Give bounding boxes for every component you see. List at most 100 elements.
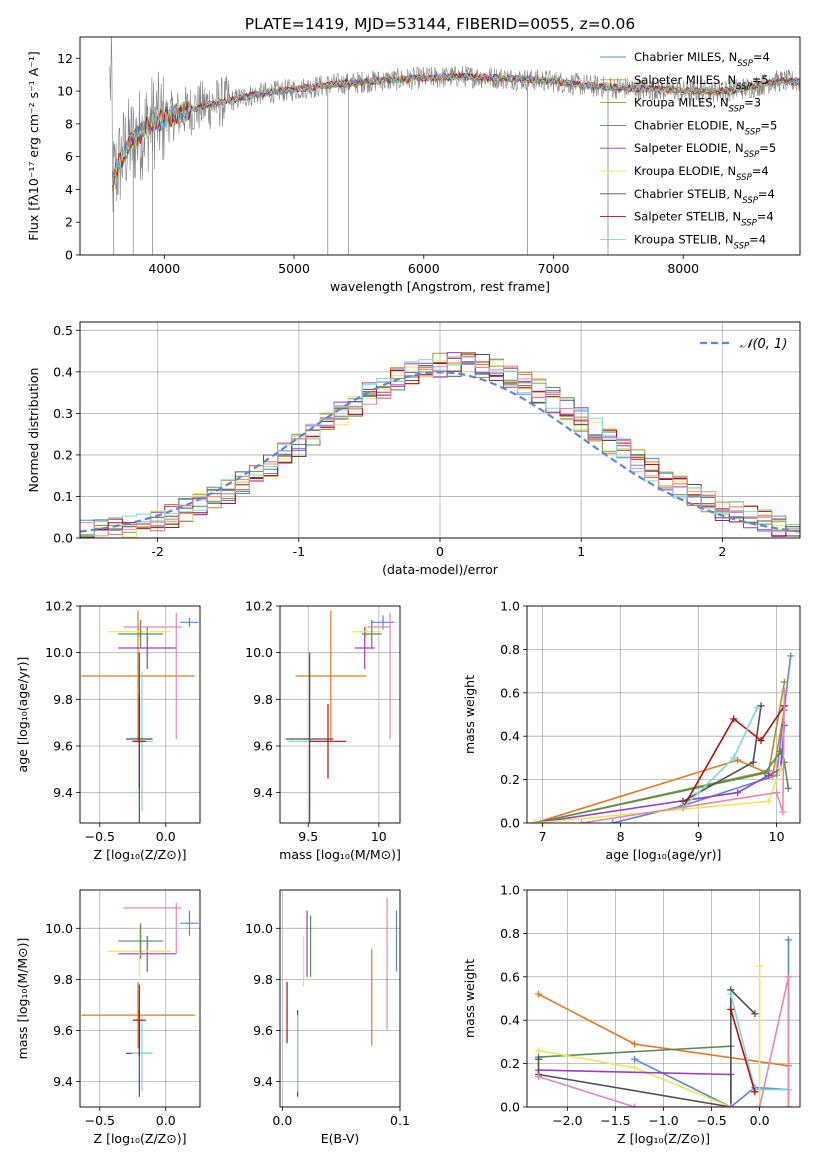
y-tick-label: 9.8: [253, 692, 273, 707]
weight-line: [730, 1009, 756, 1093]
weight-line: [534, 681, 786, 823]
weight-marker: [631, 1055, 639, 1063]
y-tick-label: 0.4: [53, 364, 73, 379]
legend-entry: Salpeter MILES, NSSP=5: [634, 73, 769, 92]
y-tick-label: 0.4: [500, 729, 520, 744]
weight-marker: [780, 758, 788, 766]
x-tick-label: 1: [577, 544, 585, 559]
weight-marker: [761, 769, 769, 777]
weight-marker: [749, 758, 757, 766]
weight-marker: [727, 1005, 735, 1013]
weight-marker: [773, 789, 781, 797]
x-tick-label: −1.5: [600, 1113, 630, 1128]
weight-line: [534, 725, 786, 823]
x-tick-label: 0.0: [156, 829, 176, 844]
x-axis-label: Z [log₁₀(Z/Z⊙)]: [94, 1131, 187, 1146]
weight-marker: [535, 1055, 543, 1063]
y-tick-label: 1.0: [500, 883, 520, 898]
weight-marker: [784, 784, 792, 792]
x-axis-label: Z [log₁₀(Z/Z⊙)]: [94, 847, 187, 862]
y-tick-label: 12: [57, 51, 73, 66]
x-tick-label: −0.5: [85, 829, 115, 844]
x-tick-label: −1.0: [648, 1113, 678, 1128]
y-tick-label: 0.0: [53, 531, 73, 546]
legend-entry: Chabrier MILES, NSSP=4: [634, 50, 770, 69]
plot-area: [80, 322, 800, 538]
x-axis-label: age [log₁₀(age/yr)]: [606, 847, 722, 862]
y-tick-label: 10.2: [45, 599, 73, 614]
y-tick-label: 10.0: [245, 645, 273, 660]
histogram-step: [80, 352, 800, 537]
x-axis-label: Z [log₁₀(Z/Z⊙)]: [617, 1131, 710, 1146]
axes-frame: [279, 889, 401, 1108]
y-tick-label: 10.0: [45, 921, 73, 936]
legend-entry: Kroupa STELIB, NSSP=4: [634, 232, 766, 251]
weight-line: [538, 976, 790, 1107]
y-tick-label: 4: [65, 182, 73, 197]
weight-marker: [779, 808, 787, 816]
weight-marker: [734, 789, 742, 797]
x-axis-label: mass [log₁₀(M/M⊙)]: [279, 847, 401, 862]
y-tick-label: 10.0: [45, 645, 73, 660]
y-tick-label: 10.0: [245, 921, 273, 936]
y-tick-label: 0.3: [53, 406, 73, 421]
legend: Chabrier MILES, NSSP=4 Salpeter MILES, NS…: [600, 50, 777, 251]
y-tick-label: 9.8: [53, 692, 73, 707]
panel-residuals: -2 -1 0 1 2 0.0 0.1 0.2 0.3 0.4 0.5 (data-model)/er…: [26, 321, 801, 577]
panel-weight-vs-Z: −2.0 −1.5 −1.0 −0.5 0.0 0.0 0.2 0.4 0.6 0.8 1.0 Z […: [462, 883, 801, 1146]
y-tick-label: 6: [65, 149, 73, 164]
weight-marker: [679, 797, 687, 805]
weight-line: [634, 939, 790, 1107]
weight-marker: [535, 1073, 543, 1081]
x-tick-label: 4000: [148, 261, 180, 276]
weight-marker: [631, 1040, 639, 1048]
histogram-step: [80, 356, 800, 537]
y-tick-label: 0.2: [500, 1056, 520, 1071]
y-tick-label: 9.4: [53, 785, 73, 800]
y-tick-label: 9.4: [53, 1074, 73, 1089]
panel-age-vs-mass: 9.5 10 9.4 9.6 9.8 10.0 10.2 mass [log₁₀(M/M⊙)]: [245, 599, 401, 863]
figure-title: PLATE=1419, MJD=53144, FIBERID=0055, z=0…: [245, 15, 635, 33]
y-tick-label: 1.0: [500, 599, 520, 614]
weight-marker: [730, 754, 738, 762]
x-tick-label: -2: [151, 544, 163, 559]
y-tick-label: 0.0: [500, 816, 520, 831]
weight-marker: [757, 737, 765, 745]
y-tick-label: 10.2: [245, 599, 273, 614]
weight-line: [534, 710, 786, 823]
y-tick-label: 0.8: [500, 642, 520, 657]
weight-marker: [787, 652, 795, 660]
weight-marker: [780, 678, 788, 686]
y-tick-label: 0.0: [500, 1100, 520, 1115]
weight-marker: [756, 962, 764, 970]
legend-entry: Salpeter STELIB, NSSP=4: [634, 210, 774, 229]
weight-marker: [757, 702, 765, 710]
y-tick-label: 0.2: [53, 447, 73, 462]
plot-area: [527, 890, 800, 1107]
y-axis-label: Flux [fλ10⁻¹⁷ erg cm⁻² s⁻¹ A⁻¹]: [26, 51, 41, 240]
y-tick-label: 9.4: [253, 785, 273, 800]
y-tick-label: 0.1: [53, 489, 73, 504]
x-tick-label: 5000: [278, 261, 310, 276]
weight-marker: [631, 1064, 639, 1072]
histogram-step: [80, 353, 800, 538]
weight-marker: [765, 771, 773, 779]
weight-marker: [730, 715, 738, 723]
x-tick-label: 0.0: [272, 1113, 292, 1128]
axes-frame: [526, 889, 801, 1108]
x-tick-label: 10: [371, 829, 387, 844]
normal-curve: [80, 371, 800, 533]
weight-marker: [784, 936, 792, 944]
y-tick-label: 0.5: [53, 323, 73, 338]
weight-line: [537, 987, 756, 1107]
axes-frame: [79, 605, 201, 824]
plot-area: [527, 606, 800, 823]
y-tick-label: 0.6: [500, 685, 520, 700]
x-tick-label: 7: [539, 829, 547, 844]
y-tick-label: 9.6: [53, 1023, 73, 1038]
weight-marker: [751, 1010, 759, 1018]
plot-area: [80, 890, 200, 1107]
weight-marker: [535, 990, 543, 998]
weight-marker: [765, 797, 773, 805]
histogram-step: [80, 356, 800, 536]
